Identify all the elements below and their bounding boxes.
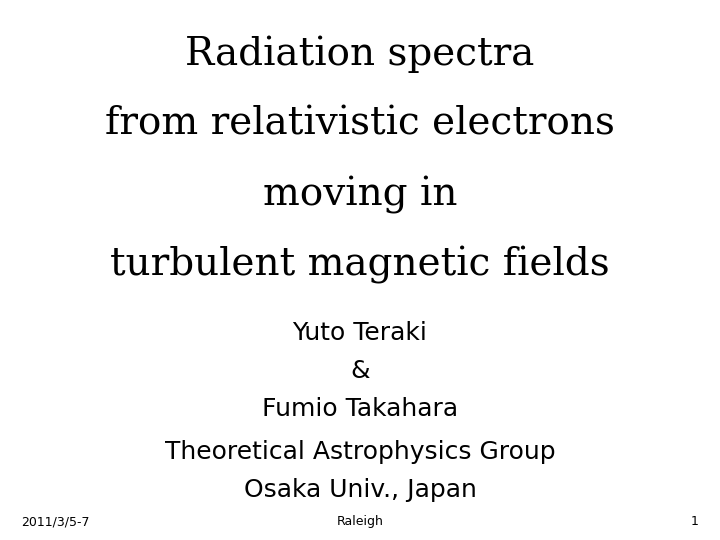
Text: Osaka Univ., Japan: Osaka Univ., Japan bbox=[243, 478, 477, 502]
Text: Fumio Takahara: Fumio Takahara bbox=[262, 397, 458, 421]
Text: turbulent magnetic fields: turbulent magnetic fields bbox=[110, 246, 610, 284]
Text: Radiation spectra: Radiation spectra bbox=[185, 35, 535, 72]
Text: 2011/3/5-7: 2011/3/5-7 bbox=[22, 515, 90, 528]
Text: &: & bbox=[350, 359, 370, 383]
Text: Yuto Teraki: Yuto Teraki bbox=[292, 321, 428, 345]
Text: from relativistic electrons: from relativistic electrons bbox=[105, 105, 615, 143]
Text: 1: 1 bbox=[690, 515, 698, 528]
Text: Theoretical Astrophysics Group: Theoretical Astrophysics Group bbox=[165, 440, 555, 464]
Text: Raleigh: Raleigh bbox=[336, 515, 384, 528]
Text: moving in: moving in bbox=[263, 176, 457, 213]
